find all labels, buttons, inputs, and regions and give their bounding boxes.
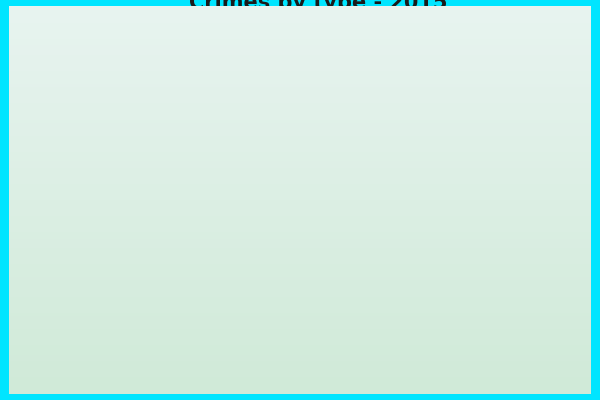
Text: Rapes (1.1%): Rapes (1.1%) (112, 106, 403, 143)
Wedge shape (300, 74, 326, 200)
Wedge shape (174, 74, 367, 326)
Text: Crimes by type - 2015: Crimes by type - 2015 (189, 0, 448, 13)
Text: Murders (1.1%): Murders (1.1%) (278, 301, 374, 365)
Text: Auto thefts (3.3%): Auto thefts (3.3%) (307, 20, 422, 79)
Wedge shape (300, 137, 413, 200)
Wedge shape (300, 200, 374, 306)
Wedge shape (300, 144, 426, 302)
Text: Burglaries (13.3%): Burglaries (13.3%) (94, 60, 367, 102)
Text: Assaults (22.2%): Assaults (22.2%) (75, 174, 413, 228)
Text: ⓘ City-Data.com: ⓘ City-Data.com (436, 23, 526, 33)
Text: Thefts (58.9%): Thefts (58.9%) (188, 214, 572, 234)
Wedge shape (300, 77, 409, 200)
